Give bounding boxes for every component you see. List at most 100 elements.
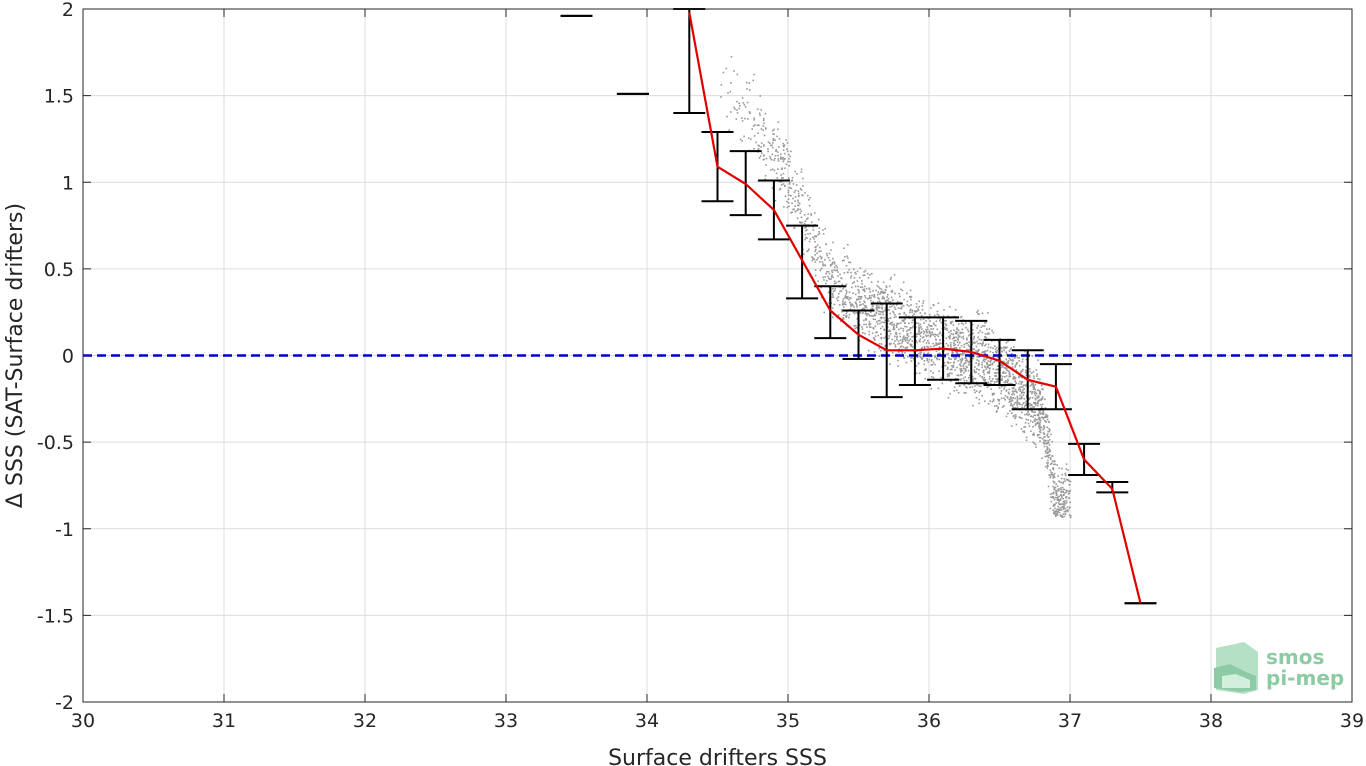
scatter-point [882,292,885,295]
scatter-point [1015,390,1018,393]
scatter-point [965,392,967,394]
scatter-point [879,292,882,294]
scatter-point [1055,513,1057,515]
scatter-point [883,349,886,352]
scatter-point [1004,395,1007,397]
scatter-point [1063,505,1065,508]
scatter-point [981,361,983,364]
scatter-point [1034,392,1036,395]
scatter-point [1038,416,1041,419]
scatter-point [1028,368,1031,370]
scatter-point [1003,405,1005,407]
scatter-point [918,328,920,330]
scatter-point [1051,441,1053,443]
scatter-point [981,344,983,347]
scatter-point [1035,404,1037,406]
scatter-point [842,318,845,320]
scatter-point [786,142,789,144]
scatter-point [930,307,932,309]
scatter-point [972,338,975,340]
scatter-point [880,337,883,339]
scatter-point [954,377,957,380]
scatter-point [1061,496,1063,499]
scatter-point [923,363,926,366]
scatter-point [1039,436,1042,439]
scatter-point [736,109,738,111]
scatter-point [822,233,825,235]
scatter-point [899,346,902,348]
scatter-point [909,338,912,340]
y-axis-label: Δ SSS (SAT-Surface drifters) [3,203,28,508]
scatter-point [919,327,921,329]
scatter-point [895,324,898,327]
scatter-point [828,302,830,304]
scatter-point [987,366,990,369]
scatter-point [1053,505,1055,507]
scatter-point [1007,360,1010,362]
scatter-point [1033,419,1036,422]
scatter-point [904,317,906,320]
scatter-point [965,326,967,329]
scatter-point [825,243,827,245]
scatter-point [896,301,899,303]
scatter-point [900,322,902,324]
scatter-point [908,329,911,331]
scatter-point [858,292,860,294]
scatter-point [882,295,884,298]
scatter-point [967,363,970,366]
scatter-point [1043,426,1046,428]
scatter-point [781,167,783,169]
scatter-point [1031,355,1034,357]
scatter-point [943,349,946,352]
scatter-point [1031,391,1033,393]
scatter-point [1045,439,1047,442]
scatter-point [765,164,767,166]
x-tick-label: 36 [917,710,941,732]
scatter-point [1005,351,1007,353]
scatter-point [960,360,963,362]
scatter-point [825,280,828,282]
scatter-point [804,238,806,241]
scatter-point [845,316,848,318]
scatter-point [988,364,991,366]
scatter-point [1011,399,1014,401]
scatter-point [769,157,772,160]
scatter-point [938,333,940,335]
scatter-point [784,167,786,169]
scatter-point [1027,422,1030,425]
scatter-point [1039,429,1042,431]
scatter-point [975,350,977,352]
scatter-point [972,381,974,383]
scatter-point [751,128,753,130]
scatter-point [1034,398,1037,401]
scatter-point [919,332,922,334]
scatter-point [1069,506,1071,508]
scatter-point [1043,442,1046,445]
scatter-point [790,187,793,190]
scatter-point [1010,397,1013,399]
scatter-point [924,378,926,380]
scatter-point [789,155,791,158]
scatter-point [944,328,946,330]
scatter-point [769,155,771,158]
scatter-point [1021,360,1024,363]
scatter-point [909,308,912,311]
scatter-point [938,358,941,361]
scatter-point [843,306,845,308]
scatter-point [753,148,755,150]
scatter-point [1046,464,1049,466]
scatter-point [925,369,927,371]
scatter-point [1024,369,1027,372]
scatter-point [780,168,783,170]
scatter-point [801,221,803,224]
scatter-point [989,375,991,378]
scatter-point [948,331,950,334]
x-tick-label: 32 [353,710,377,732]
scatter-point [1028,374,1031,377]
scatter-point [984,380,986,382]
scatter-point [1005,375,1008,377]
scatter-point [845,312,848,315]
scatter-point [915,303,918,305]
scatter-point [1046,416,1049,418]
scatter-point [906,333,909,335]
